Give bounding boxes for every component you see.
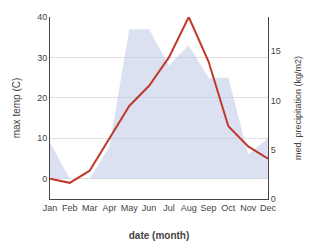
svg-text:40: 40 <box>37 12 47 22</box>
svg-text:0: 0 <box>42 174 47 184</box>
svg-text:Feb: Feb <box>62 203 78 213</box>
svg-text:Oct: Oct <box>221 203 236 213</box>
svg-text:Aug: Aug <box>181 203 197 213</box>
svg-text:10: 10 <box>37 133 47 143</box>
svg-text:Jun: Jun <box>142 203 157 213</box>
svg-text:0: 0 <box>271 194 276 204</box>
svg-text:Nov: Nov <box>240 203 257 213</box>
svg-text:15: 15 <box>271 46 281 56</box>
svg-text:5: 5 <box>271 145 276 155</box>
svg-text:Dec: Dec <box>260 203 277 213</box>
svg-text:Jan: Jan <box>43 203 58 213</box>
svg-text:20: 20 <box>37 93 47 103</box>
svg-text:date (month): date (month) <box>129 230 190 241</box>
svg-text:med. precipitation (kg/m2): med. precipitation (kg/m2) <box>293 56 303 160</box>
svg-text:max temp (C): max temp (C) <box>11 78 22 139</box>
svg-text:Jul: Jul <box>163 203 175 213</box>
svg-text:Sep: Sep <box>201 203 217 213</box>
svg-text:Mar: Mar <box>82 203 98 213</box>
svg-text:Apr: Apr <box>102 203 116 213</box>
svg-text:30: 30 <box>37 53 47 63</box>
svg-text:May: May <box>121 203 139 213</box>
svg-text:10: 10 <box>271 96 281 106</box>
